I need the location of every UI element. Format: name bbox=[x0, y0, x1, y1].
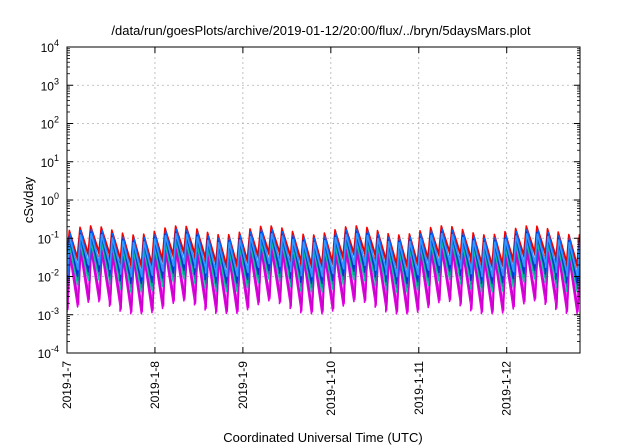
x-tick-label: 2019-1-8 bbox=[148, 361, 162, 409]
y-tick-label: 101 bbox=[41, 153, 59, 170]
y-tick-label: 102 bbox=[41, 115, 59, 132]
x-axis-label: Coordinated Universal Time (UTC) bbox=[223, 430, 422, 445]
y-tick-label: 10-1 bbox=[38, 229, 59, 246]
series-line-5 bbox=[67, 248, 580, 311]
y-axis: 10-4 10-3 10-2 10-1 100 101 102 103 104 bbox=[38, 38, 580, 361]
y-tick-label: 10-3 bbox=[38, 306, 59, 323]
y-tick-label: 10-2 bbox=[38, 268, 59, 285]
y-tick-label: 100 bbox=[41, 191, 59, 208]
y-tick-label: 103 bbox=[41, 76, 59, 93]
x-tick-label: 2019-1-11 bbox=[412, 361, 426, 415]
x-tick-label: 2019-1-9 bbox=[236, 361, 250, 409]
y-tick-label: 10-4 bbox=[38, 344, 59, 361]
x-tick-label: 2019-1-10 bbox=[324, 361, 338, 416]
plot-area bbox=[67, 225, 580, 315]
chart-title: /data/run/goesPlots/archive/2019-01-12/2… bbox=[111, 23, 531, 38]
y-axis-label: cSv/day bbox=[21, 176, 36, 223]
x-tick-label: 2019-1-12 bbox=[500, 361, 514, 416]
y-tick-label: 104 bbox=[41, 38, 59, 55]
x-axis: 2019-1-7 2019-1-8 2019-1-9 2019-1-10 2019-1-… bbox=[60, 47, 514, 416]
x-tick-label: 2019-1-7 bbox=[60, 361, 74, 409]
series-line-10 bbox=[67, 232, 580, 278]
